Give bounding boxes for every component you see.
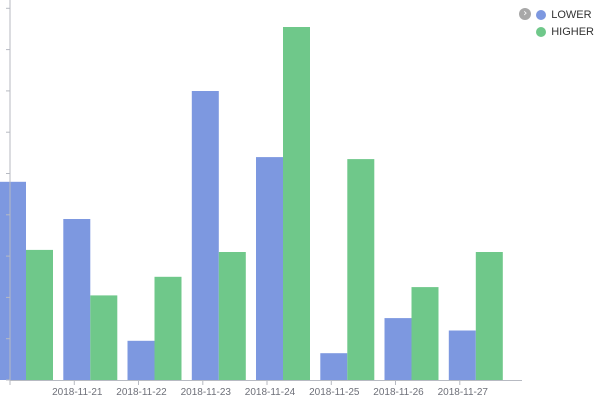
legend-item-lower[interactable]: LOWER — [536, 6, 594, 23]
bar-lower-2018-11-24[interactable] — [256, 157, 283, 380]
legend-item-higher[interactable]: HIGHER — [536, 23, 594, 40]
legend-dot-lower — [536, 9, 547, 20]
legend: › LOWER HIGHER — [519, 6, 594, 40]
bar-lower-2018-11-27[interactable] — [448, 330, 476, 381]
bar-lower-2018-11-26[interactable] — [384, 318, 412, 380]
bar-higher-2018-11-21[interactable] — [90, 295, 118, 380]
axes-group — [6, 0, 522, 385]
bar-lower-2018-11-21[interactable] — [63, 219, 91, 380]
legend-dot-higher — [536, 26, 547, 37]
x-tick-label-2018-11-23: 2018-11-23 — [181, 387, 232, 398]
legend-scroll-icon[interactable]: › — [519, 8, 532, 20]
bar-lower-2018-11-25[interactable] — [320, 353, 348, 380]
legend-items: LOWER HIGHER — [536, 6, 594, 40]
bar-lower-2018-11-22[interactable] — [127, 340, 155, 380]
x-tick-label-2018-11-27: 2018-11-27 — [438, 387, 489, 398]
bar-higher-2018-11-20[interactable] — [26, 249, 53, 380]
x-tick-label-2018-11-26: 2018-11-26 — [373, 387, 424, 398]
bar-higher-2018-11-26[interactable] — [411, 287, 439, 380]
bar-lower-2018-11-20[interactable] — [0, 181, 26, 380]
x-tick-labels: 2018-11-21 2018-11-22 2018-11-23 2018-11-24… — [52, 387, 488, 398]
legend-label-higher: HIGHER — [551, 25, 594, 38]
bar-higher-2018-11-25[interactable] — [347, 159, 375, 380]
bar-higher-2018-11-22[interactable] — [154, 276, 182, 380]
x-tick-label-2018-11-22: 2018-11-22 — [116, 387, 167, 398]
x-tick-label-2018-11-24: 2018-11-24 — [245, 387, 296, 398]
x-tick-label-2018-11-25: 2018-11-25 — [309, 387, 360, 398]
bar-higher-2018-11-27[interactable] — [475, 252, 503, 380]
bar-higher-2018-11-24[interactable] — [283, 27, 310, 380]
bars-group — [0, 27, 503, 380]
x-tick-label-2018-11-21: 2018-11-21 — [52, 387, 103, 398]
bar-lower-2018-11-23[interactable] — [191, 91, 219, 380]
bar-higher-2018-11-23[interactable] — [218, 252, 246, 380]
legend-label-lower: LOWER — [551, 8, 592, 21]
